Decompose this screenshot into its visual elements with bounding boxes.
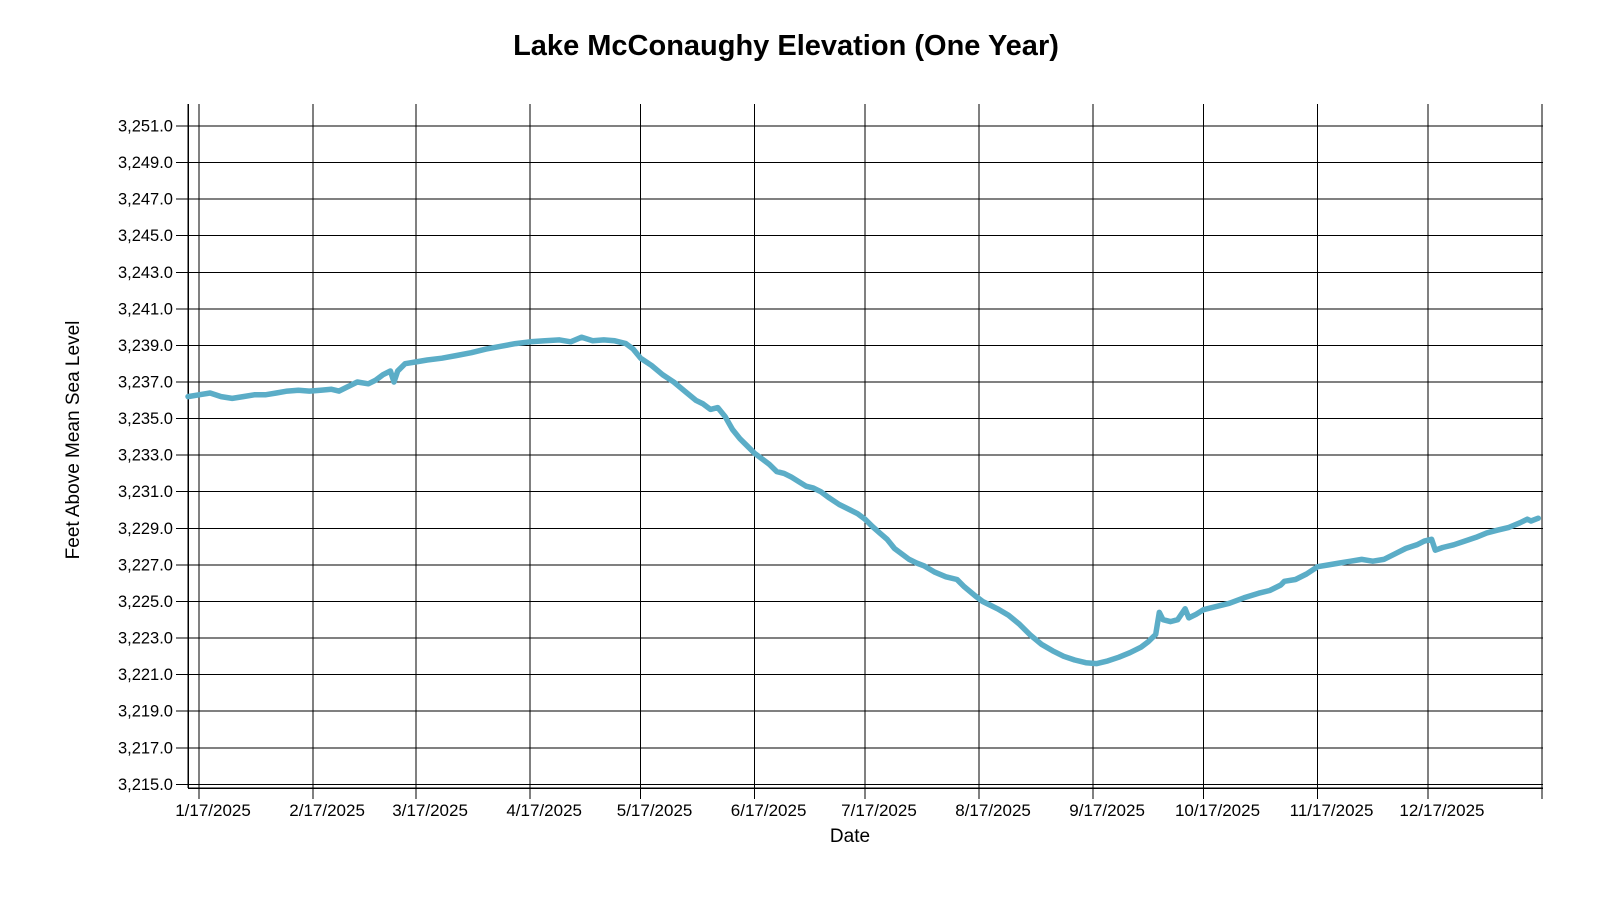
- x-tick-label: 6/17/2025: [731, 801, 807, 820]
- y-tick-label: 3,225.0: [118, 593, 173, 611]
- x-tick-label: 9/17/2025: [1069, 801, 1145, 820]
- y-tick-label: 3,237.0: [118, 373, 173, 391]
- x-tick-label: 8/17/2025: [955, 801, 1031, 820]
- y-tick-label: 3,231.0: [118, 483, 173, 501]
- y-tick-label: 3,221.0: [118, 666, 173, 684]
- x-tick-label: 1/17/2025: [175, 801, 251, 820]
- y-tick-label: 3,235.0: [118, 410, 173, 428]
- x-tick-label: 7/17/2025: [841, 801, 917, 820]
- y-tick-label: 3,223.0: [118, 630, 173, 648]
- y-tick-label: 3,247.0: [118, 191, 173, 209]
- elevation-line-series: [185, 334, 1542, 667]
- y-tick-label: 3,239.0: [118, 337, 173, 355]
- x-tick-label: 3/17/2025: [392, 801, 468, 820]
- y-tick-label: 3,217.0: [118, 739, 173, 757]
- y-tick-label: 3,233.0: [118, 447, 173, 465]
- y-tick-label: 3,215.0: [118, 776, 173, 794]
- x-tick-label: 12/17/2025: [1399, 801, 1484, 820]
- x-tick-label: 5/17/2025: [617, 801, 693, 820]
- y-tick-label: 3,243.0: [118, 264, 173, 282]
- x-tick-label: 10/17/2025: [1175, 801, 1260, 820]
- x-tick-label: 2/17/2025: [289, 801, 365, 820]
- y-tick-label: 3,251.0: [118, 117, 173, 135]
- y-tick-label: 3,229.0: [118, 520, 173, 538]
- x-axis-title: Date: [829, 826, 871, 847]
- y-tick-label: 3,241.0: [118, 300, 173, 318]
- y-tick-label: 3,245.0: [118, 227, 173, 245]
- x-tick-label: 4/17/2025: [506, 801, 582, 820]
- x-tick-label: 11/17/2025: [1290, 801, 1374, 820]
- y-tick-label: 3,227.0: [118, 556, 173, 574]
- y-tick-label: 3,219.0: [118, 703, 173, 721]
- chart-title: Lake McConaughy Elevation (One Year): [513, 30, 1059, 62]
- y-tick-label: 3,249.0: [118, 154, 173, 172]
